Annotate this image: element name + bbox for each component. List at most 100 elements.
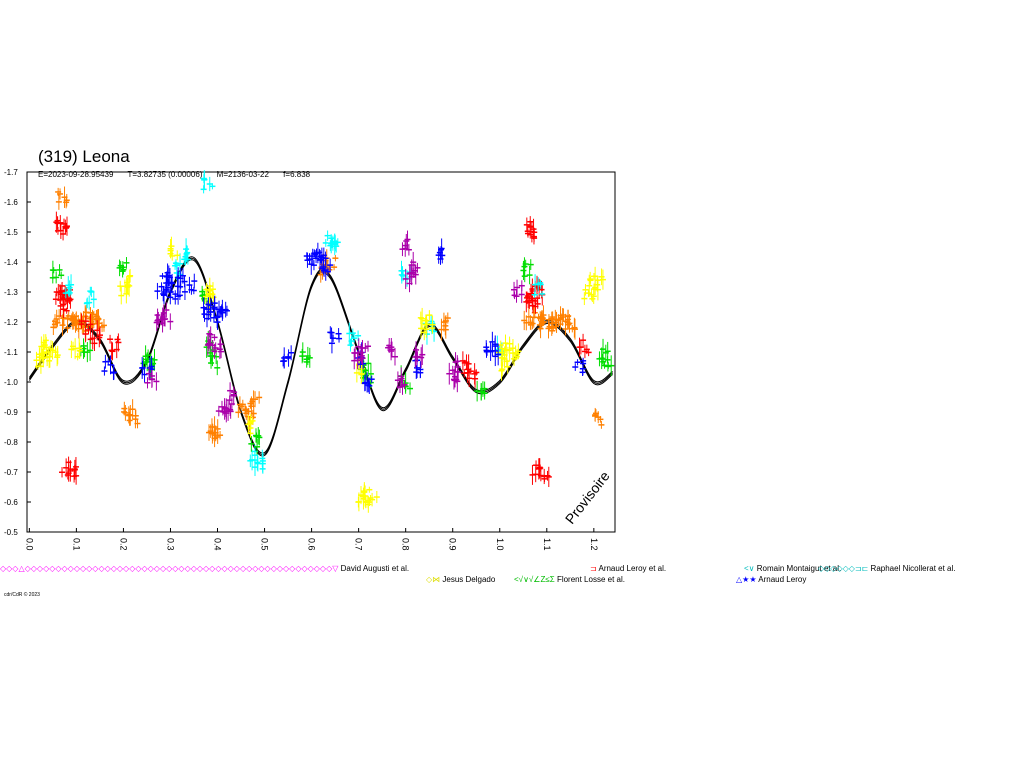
data-point (502, 334, 516, 361)
legend-marker: △★★ (736, 575, 759, 584)
x-tick-label: 0.5 (260, 538, 270, 551)
legend-marker: ⊐ (590, 564, 599, 573)
x-tick-label: 1.1 (542, 538, 552, 551)
y-tick-label: -1.5 (4, 228, 18, 237)
x-tick-label: 0.0 (24, 538, 34, 551)
data-point (62, 274, 75, 299)
data-point (235, 396, 249, 418)
x-tick-label: 1.0 (495, 538, 505, 551)
data-point (361, 372, 375, 394)
data-point (107, 333, 122, 361)
x-tick-label: 1.2 (589, 538, 599, 551)
legend-entry: ◇◇◇△◇◇◇◇◇◇◇◇◇◇◇◇◇◇◇◇◇◇◇◇◇◇◇◇◇◇◇◇◇◇◇◇◇◇◇◇… (0, 564, 409, 574)
data-point (365, 491, 380, 513)
data-point (55, 186, 70, 210)
data-point (116, 257, 130, 278)
data-point (417, 307, 433, 339)
data-point (529, 294, 541, 314)
data-point (226, 382, 238, 411)
data-point (78, 313, 94, 343)
legend-label: Raphael Nicollerat et al. (870, 564, 956, 573)
legend-marker: ◇◇◇△◇◇◇◇◇◇◇◇◇◇◇◇◇◇◇◇◇◇◇◇◇◇◇◇◇◇◇◇◇◇◇◇◇◇◇◇… (0, 564, 341, 573)
data-point (49, 260, 65, 284)
data-point (181, 273, 198, 301)
f-label: f=6.838 (283, 170, 311, 179)
data-point (123, 269, 134, 297)
data-point (319, 258, 334, 281)
data-point (483, 331, 499, 358)
x-tick-label: 0.9 (448, 538, 458, 551)
data-point (101, 354, 117, 381)
data-point (247, 390, 263, 417)
y-tick-label: -1.3 (4, 288, 18, 297)
x-tick-label: 0.3 (165, 538, 175, 551)
legend-entry: △★★ Arnaud Leroy (736, 575, 806, 585)
data-point (245, 413, 256, 438)
data-point (200, 170, 216, 194)
data-point (207, 416, 224, 448)
data-point (158, 302, 174, 330)
data-point (360, 482, 373, 510)
y-tick-label: -0.9 (4, 408, 18, 417)
legend-entry: <√∨√∠Z≤Σ Florent Losse et al. (514, 575, 625, 585)
credit: cdr/CdR © 2023 (4, 592, 40, 598)
data-point (531, 274, 546, 298)
y-tick-label: -1.2 (4, 318, 18, 327)
data-point (511, 279, 525, 304)
legend-entry: ⊐ Arnaud Leroy et al. (590, 564, 666, 574)
x-tick-label: 0.8 (401, 538, 411, 551)
data-point (536, 458, 552, 488)
data-point (474, 380, 488, 402)
data-point (596, 338, 611, 370)
data-point (87, 320, 103, 351)
data-point (346, 322, 362, 352)
data-points (33, 170, 615, 513)
data-point (524, 220, 538, 245)
data-point (167, 236, 181, 261)
data-point (399, 230, 412, 257)
data-point (327, 326, 343, 354)
data-point (303, 252, 320, 275)
data-point (435, 238, 446, 265)
data-point (181, 238, 191, 266)
y-tick-label: -1.6 (4, 198, 18, 207)
legend-entry: ◇⋈ Jesus Delgado (426, 575, 495, 585)
legend-label: Romain Montaigut et al. (756, 564, 842, 573)
data-point (214, 299, 230, 322)
data-point (572, 357, 587, 376)
data-point (385, 338, 399, 366)
data-point (144, 367, 160, 391)
y-tick-label: -0.7 (4, 468, 18, 477)
data-point (46, 340, 61, 368)
y-tick-label: -1.4 (4, 258, 18, 267)
legend-label: David Augusti et al. (340, 564, 410, 573)
chart-subtitle: E=2023-09-28.95439 T=3.82735 (0.00006) M… (38, 170, 322, 180)
y-tick-label: -1.7 (4, 168, 18, 177)
x-tick-label: 0.2 (118, 538, 128, 551)
period-label: T=3.82735 (0.00006) (127, 170, 203, 179)
data-point (438, 312, 451, 341)
data-point (77, 338, 94, 363)
legend-label: Arnaud Leroy et al. (598, 564, 667, 573)
watermark: Provisoire (562, 468, 613, 527)
data-point (394, 367, 408, 395)
data-point (67, 457, 80, 485)
data-point (487, 335, 502, 367)
lightcurve-plot: -0.5 -0.6 -0.7 -0.8 -0.9 -1.0 -1.1 -1.2 -1.3 -1.4… (4, 168, 616, 551)
legend-entry: ◇◇◇◇◇◇⊐⊏ Raphael Nicollerat et al. (818, 564, 955, 574)
legend-label: Florent Losse et al. (556, 575, 625, 584)
data-point (520, 257, 534, 285)
data-point (509, 342, 522, 366)
chart-title: (319) Leona (38, 147, 130, 166)
data-point (464, 362, 480, 388)
data-point (459, 351, 474, 378)
data-point (117, 277, 131, 305)
data-point (408, 251, 421, 285)
data-point (59, 456, 74, 482)
data-point (68, 338, 83, 361)
y-tick-label: -1.1 (4, 348, 18, 357)
data-point (248, 427, 263, 455)
legend-entry: <∨ Romain Montaigut et al. (744, 564, 841, 574)
x-tick-label: 0.6 (307, 538, 317, 551)
data-point (83, 286, 97, 310)
